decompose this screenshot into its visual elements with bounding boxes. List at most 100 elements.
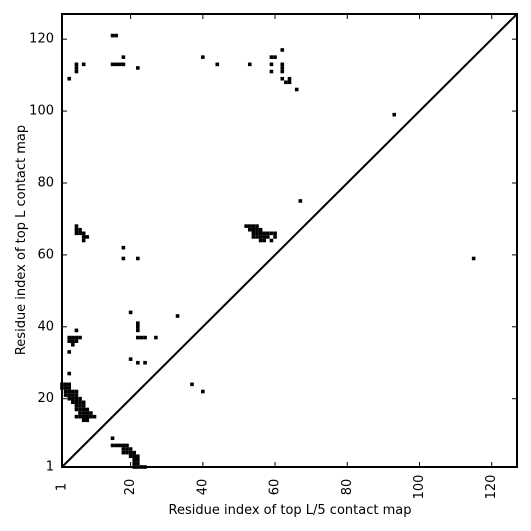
contact-cell — [81, 231, 86, 236]
contact-cell — [294, 87, 299, 92]
contact-cell — [392, 112, 397, 117]
contact-cell — [67, 389, 72, 394]
contact-cell — [273, 235, 277, 239]
x-tick-label: 60 — [268, 479, 283, 496]
contact-cell — [121, 256, 126, 261]
contact-cell — [132, 450, 137, 455]
contact-cell — [284, 80, 288, 85]
y-tick-label: 120 — [29, 32, 54, 47]
contact-cell — [132, 454, 137, 459]
contact-cell — [110, 62, 115, 67]
contact-cell — [78, 231, 82, 236]
contact-cell — [89, 411, 93, 415]
contact-cell — [89, 414, 93, 419]
x-tick-label: 80 — [340, 479, 355, 496]
contact-cell — [78, 404, 82, 408]
contact-cell — [78, 400, 82, 405]
contact-cell — [81, 404, 86, 408]
contact-cell — [175, 314, 180, 318]
contact-cell — [132, 461, 137, 466]
contact-cell — [128, 310, 133, 315]
contact-cell — [81, 418, 86, 423]
x-tick-label: 120 — [484, 475, 499, 500]
contact-cell — [273, 55, 277, 59]
contact-cell — [74, 224, 79, 228]
contact-cell — [85, 235, 90, 239]
contact-cell — [280, 69, 285, 74]
contact-cell — [255, 224, 259, 228]
contact-cell — [280, 66, 285, 70]
contact-cell — [67, 335, 72, 340]
contact-cell — [258, 231, 263, 236]
contact-cell — [81, 235, 86, 239]
contact-cell — [143, 335, 147, 340]
contact-cell — [125, 443, 129, 448]
x-tick-label: 100 — [412, 475, 427, 500]
contact-cell — [78, 411, 82, 415]
x-tick-label: 40 — [195, 479, 210, 496]
contact-cell — [201, 55, 205, 59]
contact-cell — [269, 62, 274, 67]
contact-cell — [67, 396, 72, 401]
y-axis-label: Residue index of top L contact map — [14, 125, 29, 355]
contact-cell — [74, 328, 79, 333]
contact-cell — [266, 235, 270, 239]
contact-cell — [266, 231, 270, 236]
contact-cell — [215, 62, 220, 67]
contact-cell — [71, 389, 75, 394]
contact-cell — [244, 224, 248, 228]
contact-cell — [136, 321, 140, 325]
contact-cell — [74, 62, 79, 67]
contact-cell — [63, 386, 68, 390]
contact-cell — [71, 400, 75, 405]
y-tick-label: 60 — [37, 247, 54, 262]
contact-cell — [74, 404, 79, 408]
contact-cell — [247, 224, 252, 228]
contact-cell — [121, 62, 126, 67]
contact-cell — [251, 231, 256, 236]
contact-cell — [255, 235, 259, 239]
y-tick-label: 100 — [29, 104, 54, 119]
contact-cell — [128, 447, 133, 451]
contact-cell — [287, 80, 292, 85]
contact-cell — [71, 396, 75, 401]
y-tick-label: 40 — [37, 319, 54, 334]
contact-cell — [85, 418, 90, 423]
contact-cell — [114, 33, 118, 38]
contact-cell — [81, 400, 86, 405]
contact-cell — [136, 324, 140, 329]
contact-cell — [139, 335, 144, 340]
contact-cell — [67, 382, 72, 387]
contact-cell — [255, 227, 259, 232]
contact-cell — [63, 389, 68, 394]
contact-cell — [117, 443, 122, 448]
contact-cell — [136, 454, 140, 459]
contact-cell — [74, 69, 79, 74]
contact-cell — [136, 461, 140, 466]
contact-cell — [81, 407, 86, 412]
contact-cell — [74, 66, 79, 70]
contact-cell — [258, 227, 263, 232]
contact-cell — [78, 414, 82, 419]
plot-frame — [61, 13, 518, 468]
contact-cell — [74, 231, 79, 236]
contact-cell — [280, 76, 285, 81]
contact-cell — [247, 227, 252, 232]
contact-cell — [121, 245, 126, 250]
contact-cell — [136, 335, 140, 340]
contact-cell — [114, 62, 118, 67]
contact-cell — [251, 224, 256, 228]
contact-cell — [81, 62, 86, 67]
contact-cell — [121, 55, 126, 59]
contact-cell — [85, 411, 90, 415]
contact-cell — [110, 443, 115, 448]
y-tick-label: 20 — [37, 391, 54, 406]
contact-cell — [74, 414, 79, 419]
contact-cell — [85, 407, 90, 412]
diagonal-line — [61, 13, 518, 468]
contact-cell — [78, 227, 82, 232]
contact-cell — [136, 328, 140, 333]
x-tick-label: 20 — [123, 479, 138, 496]
x-axis-label: Residue index of top L/5 contact map — [169, 503, 412, 518]
